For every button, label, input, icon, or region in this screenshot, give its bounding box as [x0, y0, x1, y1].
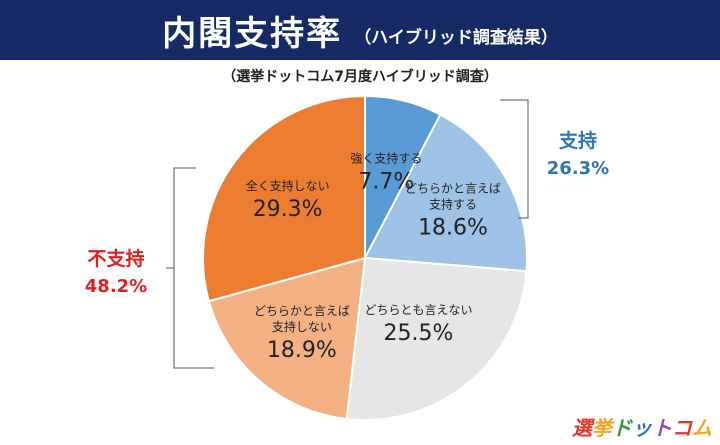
nonsupport-bracket — [166, 167, 214, 369]
slice-label: 強く支持する — [350, 150, 422, 165]
slice-label: 全く支持しない — [246, 178, 330, 193]
slice-label: 支持する — [429, 197, 477, 212]
pie-slice — [363, 113, 528, 273]
pie-slice — [202, 94, 366, 303]
slice-label: どちらとも言えない — [364, 303, 472, 317]
support-bracket — [500, 99, 529, 219]
group-title: 支持 — [558, 129, 597, 152]
pie-slice — [345, 256, 528, 421]
slice-label: どちらかと言えば — [405, 182, 501, 196]
slice-label: 支持しない — [272, 319, 332, 334]
chart-subtitle: （ハイブリッド調査結果） — [354, 27, 558, 48]
group-value: 48.2% — [85, 276, 147, 297]
chart-title: 内閣支持率 — [162, 13, 343, 54]
slice-value: 18.6% — [418, 216, 488, 241]
pie-slice — [207, 256, 367, 421]
title-banner: 内閣支持率 （ハイブリッド調査結果） — [0, 0, 720, 60]
group-title: 不支持 — [87, 247, 144, 270]
source-note: （選挙ドットコム7月度ハイブリッド調査） — [222, 69, 498, 85]
slice-value: 29.3% — [253, 197, 323, 222]
site-logo: 選挙ドットコム — [572, 416, 712, 440]
slice-value: 18.9% — [267, 338, 337, 363]
slice-value: 25.5% — [384, 321, 454, 346]
group-value: 26.3% — [547, 158, 609, 179]
slice-value: 7.7% — [358, 169, 414, 194]
slice-label: どちらかと言えば — [254, 304, 350, 318]
